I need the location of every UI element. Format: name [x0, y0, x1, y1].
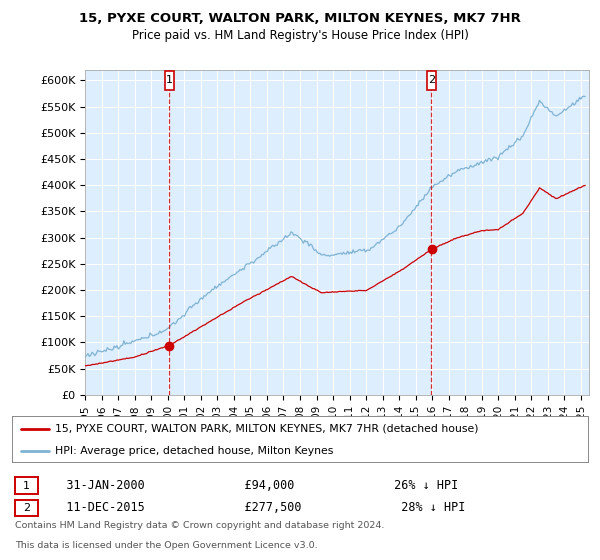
Text: 2: 2	[23, 503, 30, 513]
FancyBboxPatch shape	[164, 71, 173, 90]
Text: Contains HM Land Registry data © Crown copyright and database right 2024.: Contains HM Land Registry data © Crown c…	[15, 521, 385, 530]
Text: 2: 2	[428, 76, 435, 86]
Text: This data is licensed under the Open Government Licence v3.0.: This data is licensed under the Open Gov…	[15, 541, 317, 550]
Text: 1: 1	[166, 76, 173, 86]
Text: 1: 1	[23, 480, 30, 491]
Text: 15, PYXE COURT, WALTON PARK, MILTON KEYNES, MK7 7HR: 15, PYXE COURT, WALTON PARK, MILTON KEYN…	[79, 12, 521, 25]
Text: 31-JAN-2000              £94,000              26% ↓ HPI: 31-JAN-2000 £94,000 26% ↓ HPI	[45, 479, 458, 492]
FancyBboxPatch shape	[427, 71, 436, 90]
Text: HPI: Average price, detached house, Milton Keynes: HPI: Average price, detached house, Milt…	[55, 446, 334, 455]
Text: 11-DEC-2015              £277,500              28% ↓ HPI: 11-DEC-2015 £277,500 28% ↓ HPI	[45, 501, 466, 515]
Text: Price paid vs. HM Land Registry's House Price Index (HPI): Price paid vs. HM Land Registry's House …	[131, 29, 469, 42]
Text: 15, PYXE COURT, WALTON PARK, MILTON KEYNES, MK7 7HR (detached house): 15, PYXE COURT, WALTON PARK, MILTON KEYN…	[55, 424, 479, 434]
